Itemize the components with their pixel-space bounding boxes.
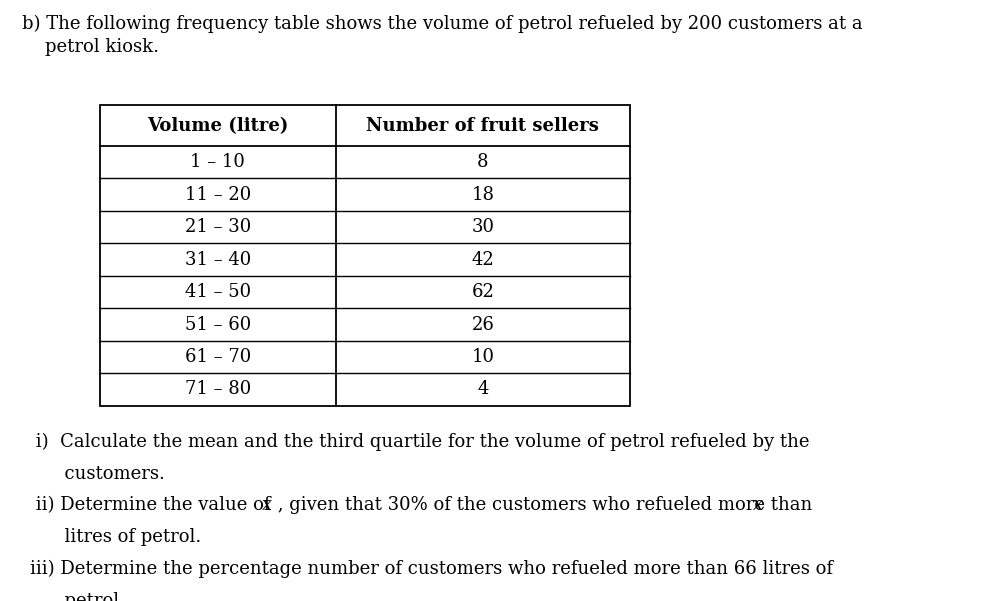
- Text: 61 – 70: 61 – 70: [185, 348, 251, 366]
- Text: Number of fruit sellers: Number of fruit sellers: [366, 117, 599, 135]
- Text: 31 – 40: 31 – 40: [185, 251, 251, 269]
- Text: ii) Determine the value of: ii) Determine the value of: [30, 496, 276, 514]
- Text: x: x: [262, 496, 273, 514]
- Text: 42: 42: [472, 251, 494, 269]
- Text: 10: 10: [471, 348, 494, 366]
- Text: litres of petrol.: litres of petrol.: [30, 528, 201, 546]
- Text: 4: 4: [477, 380, 489, 398]
- Text: 51 – 60: 51 – 60: [185, 316, 251, 334]
- Text: 26: 26: [471, 316, 494, 334]
- Text: 71 – 80: 71 – 80: [185, 380, 251, 398]
- Text: 41 – 50: 41 – 50: [185, 283, 251, 301]
- Text: 62: 62: [471, 283, 494, 301]
- Text: 30: 30: [471, 218, 494, 236]
- Text: b) The following frequency table shows the volume of petrol refueled by 200 cust: b) The following frequency table shows t…: [22, 15, 863, 33]
- Text: customers.: customers.: [30, 465, 165, 483]
- Text: petrol.: petrol.: [30, 592, 125, 601]
- Text: petrol kiosk.: petrol kiosk.: [22, 38, 159, 56]
- Bar: [100, 105, 630, 406]
- Text: i)  Calculate the mean and the third quartile for the volume of petrol refueled : i) Calculate the mean and the third quar…: [30, 433, 810, 451]
- Text: iii) Determine the percentage number of customers who refueled more than 66 litr: iii) Determine the percentage number of …: [30, 560, 833, 578]
- Text: 11 – 20: 11 – 20: [185, 186, 251, 204]
- Text: 18: 18: [471, 186, 494, 204]
- Text: , given that 30% of the customers who refueled more than: , given that 30% of the customers who re…: [272, 496, 818, 514]
- Text: x: x: [753, 496, 763, 514]
- Text: 1 – 10: 1 – 10: [190, 153, 245, 171]
- Text: Volume (litre): Volume (litre): [147, 117, 289, 135]
- Text: 8: 8: [477, 153, 489, 171]
- Text: 21 – 30: 21 – 30: [185, 218, 251, 236]
